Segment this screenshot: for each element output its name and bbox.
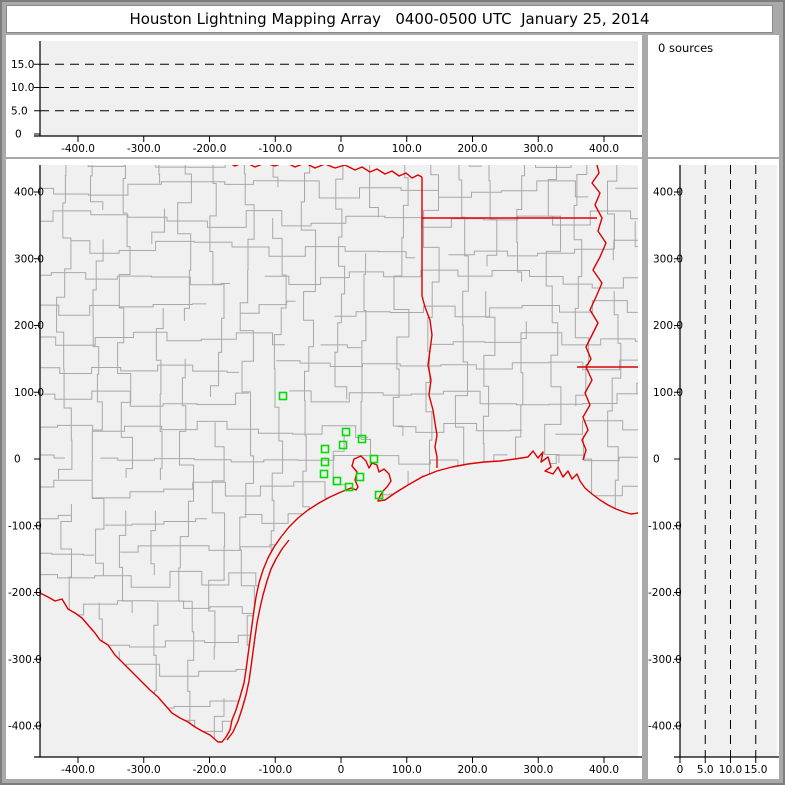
state-border-path xyxy=(421,177,438,468)
station-marker xyxy=(319,469,329,479)
tick-label: 15.0 xyxy=(11,59,34,71)
source-count-label: 0 sources xyxy=(658,41,714,55)
tick-label: -100.0 xyxy=(8,520,42,532)
station-marker xyxy=(332,476,342,486)
station-marker xyxy=(320,444,330,454)
tick-label: -300.0 xyxy=(127,764,161,776)
tick-label: -100.0 xyxy=(648,520,682,532)
tick-label: 300.0 xyxy=(653,253,683,265)
tick-label: -400.0 xyxy=(648,721,682,733)
coastline-path xyxy=(40,450,638,743)
tick-label: 5.0 xyxy=(11,105,28,117)
station-marker xyxy=(338,440,348,450)
tick-label: -200.0 xyxy=(193,143,227,155)
tick-label: 0 xyxy=(14,454,21,466)
tick-label: 200.0 xyxy=(653,320,683,332)
state-border-path xyxy=(581,165,607,461)
tick-label: -300.0 xyxy=(127,143,161,155)
tick-label: 400.0 xyxy=(14,187,44,199)
tick-label: -200.0 xyxy=(8,587,42,599)
panel-time-height: 0 5.0 10.0 15.0 -400.0 -300.0 -200.0 -100.0 0 100… xyxy=(6,35,642,157)
panel-map: 400.0 300.0 200.0 100.0 0 -100.0 -200.0 -300.0 -… xyxy=(6,159,642,779)
tick-label: 0 xyxy=(338,143,345,155)
tick-label: 10.0 xyxy=(719,764,742,776)
station-marker xyxy=(357,434,367,444)
plot-area[interactable] xyxy=(40,41,638,136)
altitude-plot: 400.0 300.0 200.0 100.0 0 -100.0 -200.0 -300.0 -… xyxy=(648,165,779,776)
station-marker xyxy=(320,457,330,467)
station-marker xyxy=(369,454,379,464)
tick-label: -300.0 xyxy=(8,654,42,666)
tick-label: -100.0 xyxy=(258,143,292,155)
state-border-path xyxy=(231,165,423,179)
tick-label: 400.0 xyxy=(653,187,683,199)
tick-label: 200.0 xyxy=(457,764,487,776)
tick-label: 400.0 xyxy=(589,143,619,155)
tick-label: 300.0 xyxy=(14,253,44,265)
tick-label: 0 xyxy=(653,454,660,466)
station-marker xyxy=(341,427,351,437)
tick-label: -200.0 xyxy=(193,764,227,776)
panel-altitude: 400.0 300.0 200.0 100.0 0 -100.0 -200.0 -300.0 -… xyxy=(648,159,779,779)
barrier-island-path xyxy=(226,539,290,741)
tick-label: -100.0 xyxy=(258,764,292,776)
tick-label: -200.0 xyxy=(648,587,682,599)
station-marker xyxy=(355,472,365,482)
tick-label: 100.0 xyxy=(653,387,683,399)
tick-label: -400.0 xyxy=(8,721,42,733)
plot-area[interactable] xyxy=(680,165,777,757)
tick-label: -300.0 xyxy=(648,654,682,666)
tick-label: -400.0 xyxy=(61,143,95,155)
tick-label: 400.0 xyxy=(589,764,619,776)
tick-label: 300.0 xyxy=(523,764,553,776)
tick-label: 15.0 xyxy=(744,764,767,776)
tick-label: 100.0 xyxy=(392,143,422,155)
tick-label: 100.0 xyxy=(14,387,44,399)
tick-label: 5.0 xyxy=(697,764,714,776)
title-bar: Houston Lightning Mapping Array 0400-050… xyxy=(6,5,773,33)
tick-label: 200.0 xyxy=(457,143,487,155)
page-title: Houston Lightning Mapping Array 0400-050… xyxy=(129,10,650,28)
tick-label: 300.0 xyxy=(523,143,553,155)
tick-label: -400.0 xyxy=(61,764,95,776)
station-marker xyxy=(344,482,354,492)
tick-label: 0 xyxy=(677,764,684,776)
tick-label: 10.0 xyxy=(11,82,34,94)
station-marker xyxy=(374,490,384,500)
tick-label: 100.0 xyxy=(392,764,422,776)
map-plot: 400.0 300.0 200.0 100.0 0 -100.0 -200.0 -300.0 -… xyxy=(8,165,642,776)
time-height-plot: 0 5.0 10.0 15.0 -400.0 -300.0 -200.0 -100.0 0 100… xyxy=(11,41,642,155)
station-marker xyxy=(278,391,288,401)
panel-source-count: 0 sources xyxy=(648,35,779,157)
tick-label: 0 xyxy=(15,129,22,141)
tick-label: 0 xyxy=(338,764,345,776)
tick-label: 200.0 xyxy=(14,320,44,332)
